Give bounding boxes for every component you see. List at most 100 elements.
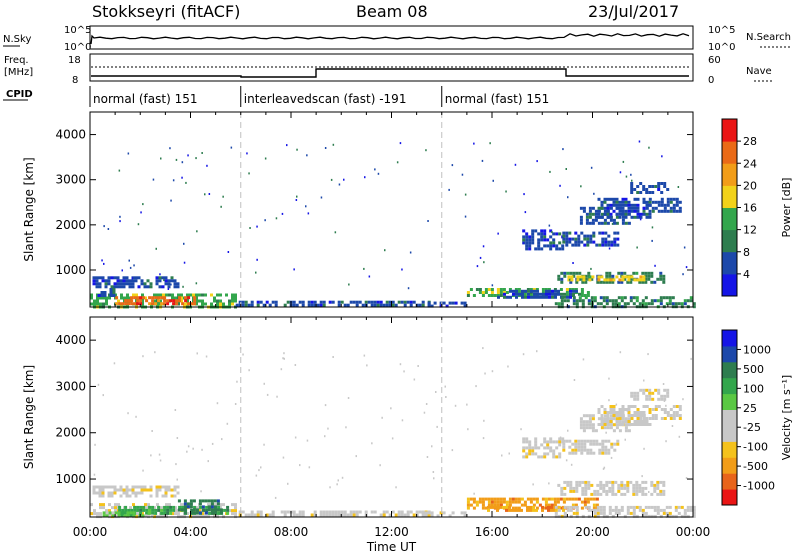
data-cell (541, 505, 544, 509)
data-cell (623, 514, 627, 518)
data-cell (617, 511, 621, 515)
data-cell (600, 206, 604, 210)
data-cell (615, 215, 619, 219)
data-cell (602, 511, 606, 515)
data-cell (618, 212, 622, 216)
data-cell (639, 278, 643, 282)
scatter-cell (491, 284, 494, 287)
scatter-cell (283, 357, 285, 360)
data-cell (222, 503, 225, 507)
data-cell (636, 411, 640, 414)
data-cell (572, 292, 575, 296)
data-cell (533, 289, 536, 293)
data-cell (198, 293, 201, 297)
data-cell (597, 423, 601, 426)
data-cell (115, 302, 119, 306)
scatter-cell (263, 382, 265, 385)
data-cell (241, 510, 245, 514)
data-cell (674, 514, 678, 518)
data-cell (617, 280, 621, 284)
data-cell (574, 237, 578, 241)
data-cell (592, 240, 596, 244)
data-cell (659, 277, 663, 281)
data-cell (253, 513, 257, 517)
data-cell (569, 489, 573, 493)
data-cell (621, 218, 625, 222)
data-cell (663, 417, 667, 420)
data-cell (618, 278, 622, 282)
velocity-colorbar-tick-label: -100 (743, 441, 768, 454)
data-cell (600, 203, 604, 207)
data-cell (596, 505, 600, 509)
data-cell (617, 486, 621, 490)
data-cell (584, 489, 588, 493)
data-cell (630, 206, 634, 210)
data-cell (184, 299, 188, 303)
data-cell (609, 408, 613, 411)
data-cell (692, 508, 696, 512)
data-cell (525, 455, 529, 459)
data-cell (586, 237, 590, 241)
data-cell (554, 505, 558, 509)
data-cell (131, 491, 135, 495)
data-cell (606, 423, 610, 426)
scatter-cell (636, 246, 638, 249)
data-cell (112, 294, 116, 297)
data-cell (532, 288, 536, 291)
data-cell (159, 506, 162, 510)
power-colorbar-label: Power [dB] (780, 178, 793, 238)
scatter-cell (482, 347, 484, 350)
data-cell (238, 300, 242, 304)
data-cell (648, 191, 652, 194)
data-cell (192, 499, 196, 503)
scatter-cell (401, 419, 404, 422)
data-cell (161, 494, 165, 498)
data-cell (542, 292, 545, 296)
data-cell (487, 294, 491, 297)
data-cell (412, 513, 416, 517)
data-cell (525, 244, 529, 248)
data-cell (574, 439, 578, 443)
data-cell (170, 494, 174, 498)
data-cell (611, 483, 615, 487)
data-cell (502, 500, 506, 504)
data-cell (629, 299, 633, 303)
data-cell (204, 511, 208, 515)
data-cell (575, 486, 579, 490)
data-cell (346, 513, 350, 517)
data-cell (579, 275, 583, 279)
data-cell (657, 397, 661, 401)
data-cell (231, 503, 234, 507)
data-cell (583, 503, 587, 507)
data-cell (163, 505, 167, 509)
data-cell (134, 494, 138, 498)
data-cell (563, 480, 567, 484)
data-cell (654, 414, 658, 417)
power-colorbar-tick-label: 28 (743, 135, 757, 148)
data-cell (589, 240, 593, 244)
data-cell (96, 512, 99, 516)
data-cell (340, 510, 344, 514)
data-cell (96, 302, 99, 306)
data-cell (578, 299, 582, 303)
data-cell (517, 500, 521, 504)
data-cell (98, 491, 102, 495)
date-title: 23/Jul/2017 (588, 2, 679, 21)
data-cell (583, 294, 587, 297)
data-cell (596, 483, 600, 487)
data-cell (580, 448, 584, 452)
scatter-cell (274, 496, 277, 499)
data-cell (598, 231, 602, 235)
data-cell (448, 301, 452, 305)
scatter-cell (464, 193, 467, 196)
data-cell (154, 511, 158, 515)
data-cell (580, 445, 584, 449)
scatter-cell (374, 168, 376, 171)
scatter-cell (461, 173, 464, 176)
data-cell (603, 197, 607, 201)
data-cell (163, 508, 167, 512)
data-cell (560, 292, 563, 296)
data-cell (680, 505, 684, 509)
